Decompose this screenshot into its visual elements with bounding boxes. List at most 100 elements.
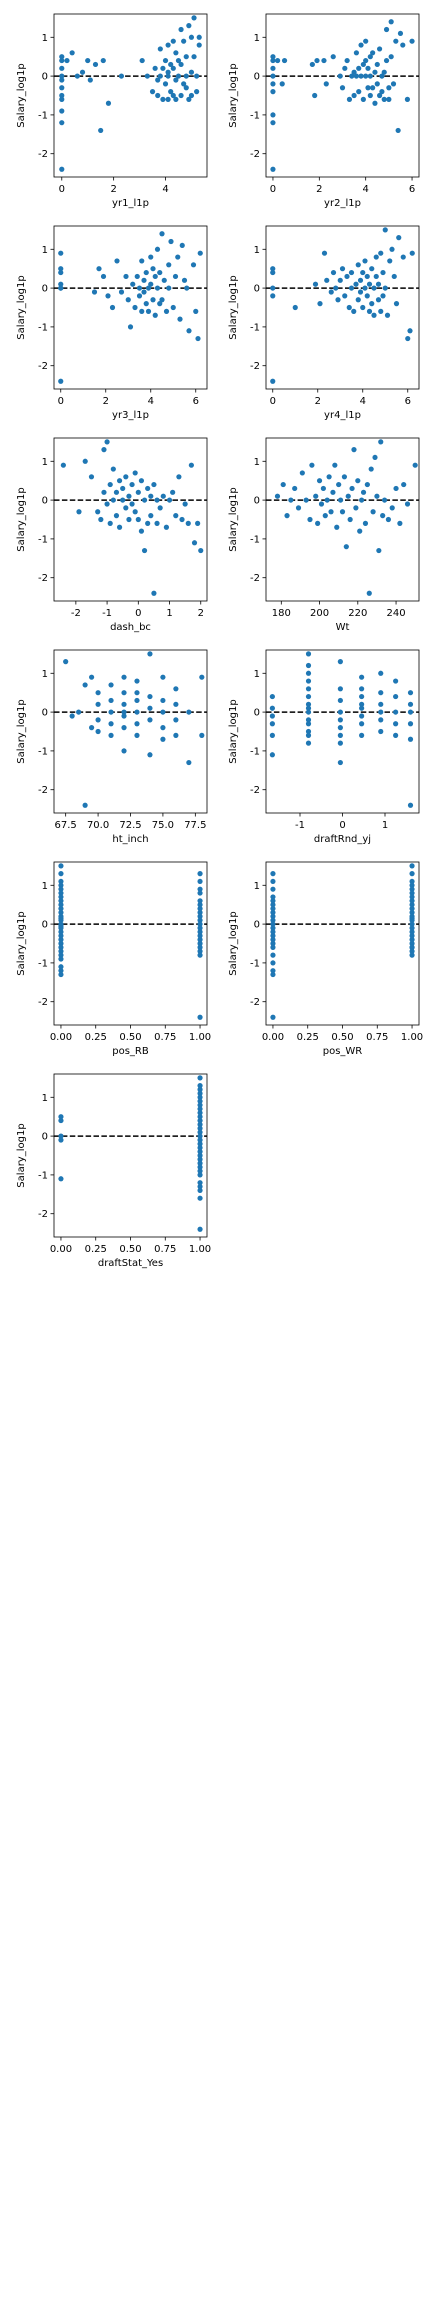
y-tick-label: -1 — [250, 110, 260, 121]
scatter-point — [197, 948, 203, 954]
scatter-points — [270, 227, 415, 384]
scatter-point — [270, 929, 276, 935]
scatter-point — [176, 474, 182, 480]
scatter-point — [58, 1176, 64, 1182]
y-tick-label: -1 — [38, 534, 48, 545]
scatter-point — [197, 1114, 203, 1120]
scatter-point — [393, 721, 399, 727]
scatter-point — [101, 447, 107, 453]
scatter-point — [274, 493, 281, 499]
scatter-point — [389, 246, 395, 252]
x-tick-label: 0.00 — [50, 1032, 72, 1043]
scatter-point — [355, 262, 361, 268]
subplot-ht_inch: -2 -1 0 1 67.5 70.0 72.5 75.0 77.5 ht_inch Salary_… — [16, 649, 208, 845]
scatter-point — [136, 293, 143, 299]
y-tick-label: -1 — [250, 534, 260, 545]
scatter-point — [59, 166, 65, 172]
scatter-point — [353, 50, 360, 56]
scatter-point — [178, 92, 184, 99]
scatter-point — [342, 65, 348, 71]
scatter-point — [378, 701, 384, 707]
subplot-yr2_l1p: -2 -1 0 1 0 2 4 6 yr2_l1p Salary_log1p — [228, 13, 420, 209]
scatter-point — [121, 713, 127, 719]
y-tick-label: 1 — [254, 457, 260, 468]
scatter-point — [173, 701, 179, 707]
scatter-point — [165, 69, 171, 75]
scatter-point — [92, 61, 99, 68]
scatter-point — [147, 705, 153, 711]
scatter-point — [173, 686, 179, 692]
axes-frame — [53, 225, 208, 390]
scatter-point — [134, 721, 140, 727]
x-axis-label: pos_WR — [323, 1046, 363, 1057]
scatter-point — [270, 925, 276, 931]
x-axis-label: yr1_l1p — [112, 198, 149, 209]
scatter-point — [305, 728, 312, 735]
scatter-point — [270, 960, 276, 966]
scatter-point — [159, 297, 165, 303]
scatter-point — [134, 678, 140, 684]
scatter-point — [58, 269, 64, 276]
scatter-point — [380, 269, 386, 276]
scatter-point — [58, 948, 64, 954]
scatter-point — [330, 489, 336, 495]
scatter-point — [181, 81, 187, 87]
scatter-point — [321, 250, 328, 256]
scatter-point — [132, 509, 138, 515]
scatter-point — [370, 509, 376, 515]
subplot-draftRnd_yj: -2 -1 0 1 -1 0 1 draftRnd_yj Salary_log1p — [228, 649, 420, 845]
scatter-point — [141, 547, 148, 554]
scatter-point — [82, 458, 88, 464]
scatter-point — [320, 485, 326, 492]
scatter-point — [393, 678, 399, 684]
scatter-point — [274, 57, 281, 64]
scatter-point — [185, 520, 191, 526]
scatter-point — [132, 304, 138, 311]
scatter-point — [270, 933, 276, 939]
scatter-point — [337, 697, 343, 704]
scatter-point — [147, 752, 153, 758]
scatter-point — [378, 728, 384, 735]
scatter-point — [160, 674, 166, 680]
scatter-point — [372, 69, 378, 75]
scatter-point — [104, 501, 110, 507]
axes-frame — [265, 225, 420, 390]
scatter-point — [141, 277, 147, 283]
y-tick-label: 0 — [42, 72, 48, 83]
scatter-point — [184, 285, 190, 291]
scatter-point — [197, 933, 203, 939]
scatter-point — [59, 108, 65, 114]
scatter-points — [58, 863, 203, 1020]
x-tick-label: 0.25 — [297, 1032, 319, 1043]
y-tick-label: -1 — [38, 322, 48, 333]
scatter-point — [384, 312, 391, 318]
scatter-point — [58, 925, 64, 931]
scatter-point — [365, 65, 371, 71]
scatter-point — [144, 73, 150, 79]
scatter-point — [197, 1160, 203, 1166]
scatter-point — [166, 262, 172, 268]
scatter-point — [292, 304, 298, 311]
scatter-point — [134, 709, 140, 715]
scatter-point — [136, 285, 143, 291]
scatter-point — [157, 505, 163, 511]
scatter-point — [165, 73, 171, 79]
scatter-point — [100, 57, 106, 64]
scatter-point — [330, 269, 337, 276]
scatter-point — [157, 269, 163, 276]
y-tick-label: -1 — [38, 746, 48, 757]
scatter-point — [318, 501, 325, 507]
x-tick-label: 1.00 — [189, 1032, 211, 1043]
scatter-point — [305, 686, 312, 692]
scatter-point — [270, 81, 276, 87]
scatter-point — [121, 748, 127, 754]
scatter-point — [121, 709, 127, 715]
scatter-point — [145, 520, 151, 526]
scatter-point — [409, 886, 415, 892]
scatter-point — [173, 96, 179, 102]
x-axis-label: dash_bc — [110, 622, 151, 633]
scatter-point — [269, 693, 275, 700]
scatter-point — [284, 513, 290, 519]
scatter-point — [409, 898, 415, 904]
